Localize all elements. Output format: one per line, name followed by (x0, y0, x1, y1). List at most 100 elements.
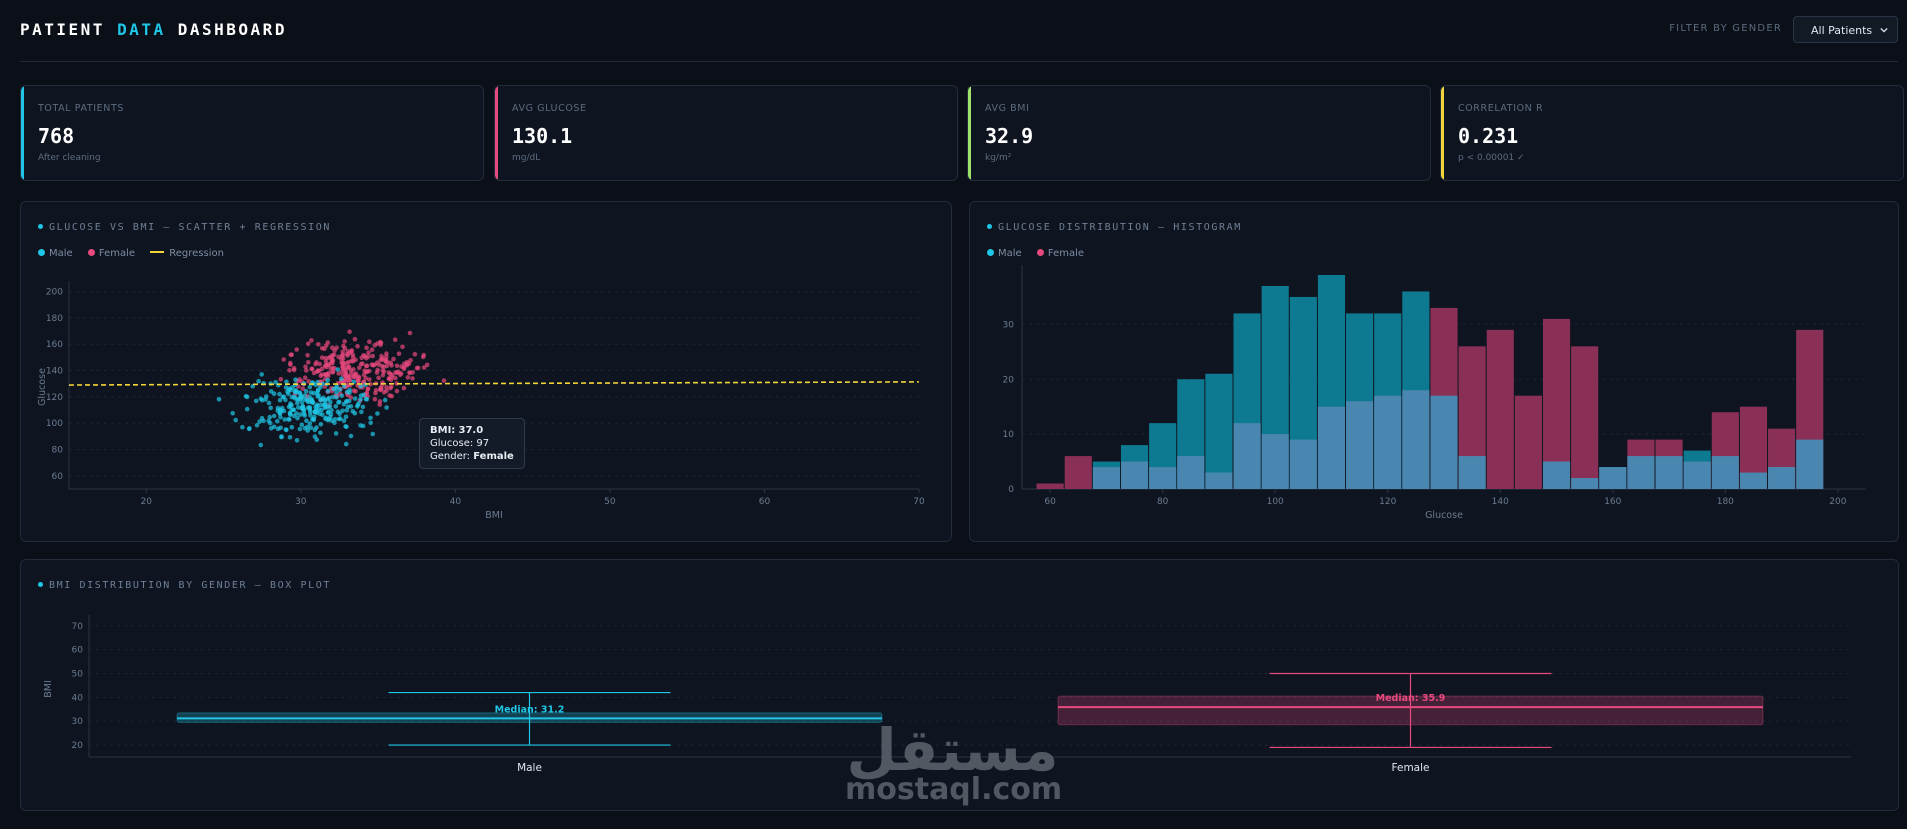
scatter-point-female (358, 361, 364, 367)
scatter-point-male (284, 379, 289, 385)
scatter-point-male (267, 420, 273, 426)
scatter-point-male (370, 431, 376, 437)
scatter-point-female (300, 386, 306, 391)
scatter-point-male (295, 415, 300, 421)
scatter-point-male (279, 434, 284, 440)
scatter-point-male (259, 397, 265, 403)
hist-bar-overlap (1374, 395, 1402, 489)
scatter-point-male (273, 380, 278, 385)
legend-item-male[interactable]: Male (987, 248, 1022, 259)
scatter-point-male (323, 405, 328, 410)
scatter-point-male (294, 411, 299, 416)
legend-item-male[interactable]: Male (38, 248, 73, 259)
y-tick-label: 10 (1003, 430, 1015, 440)
scatter-point-female (317, 361, 323, 367)
scatter-point-female (351, 388, 357, 393)
scatter-point-male (352, 411, 358, 416)
scatter-point-male (330, 394, 336, 400)
hist-bar-overlap (1261, 434, 1289, 489)
scatter-point-male (294, 389, 299, 394)
scatter-point-male (325, 388, 331, 394)
scatter-point-male (344, 407, 350, 413)
gender-filter-select[interactable]: All Patients (1793, 16, 1898, 43)
scatter-point-female (356, 378, 361, 383)
scatter-point-male (288, 387, 294, 393)
scatter-point-male (384, 405, 389, 410)
scatter-point-male (343, 424, 348, 429)
scatter-chart[interactable]: 60 80 100 120 140 160 180 200 20 30 40 50 60 70 BMI Glu… (21, 202, 953, 543)
legend-item-female[interactable]: Female (87, 248, 135, 259)
scatter-point-male (359, 409, 364, 415)
kpi-label: TOTAL PATIENTS (38, 103, 124, 114)
hist-bar-overlap (1430, 395, 1458, 489)
scatter-point-male (326, 395, 332, 401)
scatter-point-female (370, 353, 376, 359)
scatter-point-female (420, 354, 426, 360)
scatter-point-female (342, 339, 348, 344)
scatter-point-female (340, 352, 346, 357)
hist-bar-overlap (1599, 467, 1627, 489)
legend-item-female[interactable]: Female (1036, 248, 1084, 259)
boxplot-panel: BMI DISTRIBUTION BY GENDER — BOX PLOT 20… (20, 559, 1899, 811)
y-tick-label: 20 (1003, 375, 1015, 385)
scatter-point-female (398, 372, 403, 378)
scatter-point-male (339, 393, 345, 399)
scatter-point-male (339, 376, 344, 382)
kpi-accent-bar (21, 86, 24, 180)
scatter-point-male (328, 399, 333, 405)
y-axis-label: BMI (43, 680, 54, 698)
histogram-chart[interactable]: 0 10 20 30 60 80 100 120 140 160 180 200 Glucose (970, 202, 1900, 543)
scatter-point-male (355, 402, 361, 408)
hist-bar-overlap (1739, 472, 1768, 489)
scatter-point-male (331, 386, 337, 392)
scatter-point-female (325, 373, 331, 379)
scatter-point-female (316, 342, 321, 347)
kpi-accent-bar (968, 86, 971, 180)
scatter-point-female (319, 372, 325, 377)
scatter-point-female (367, 377, 372, 382)
watermark-latin: mostaql.com (845, 772, 1063, 807)
y-tick-label: 160 (46, 340, 63, 350)
scatter-point-female (401, 385, 407, 391)
x-tick-label: 40 (450, 497, 462, 507)
scatter-point-male (352, 396, 358, 401)
scatter-point-female (357, 365, 362, 371)
scatter-point-female (350, 352, 356, 357)
scatter-point-female (313, 362, 318, 367)
hist-bar-overlap (1346, 401, 1374, 489)
scatter-point-male (375, 411, 380, 416)
scatter-point-male (277, 397, 283, 403)
scatter-point-male (309, 398, 315, 404)
x-tick-label: 100 (1267, 497, 1284, 507)
scatter-point-male (268, 405, 273, 411)
kpi-subtext: p < 0.00001 ✓ (1458, 153, 1525, 163)
scatter-point-male (296, 405, 301, 410)
scatter-point-female (330, 353, 335, 358)
scatter-point-male (341, 383, 347, 389)
scatter-point-female (421, 365, 427, 370)
hist-bar-female (1486, 329, 1514, 489)
y-axis-label: Glucose (37, 368, 48, 406)
scatter-point-female (319, 366, 325, 371)
scatter-point-female (330, 370, 335, 375)
scatter-point-female (386, 370, 392, 375)
scatter-point-female (401, 366, 407, 372)
x-tick-label: 80 (1157, 497, 1169, 507)
scatter-point-male (382, 397, 388, 403)
title-dot-icon (38, 223, 43, 229)
x-tick-label: Male (517, 762, 542, 774)
scatter-point-male (360, 404, 366, 410)
scatter-point-female (381, 389, 387, 395)
scatter-point-female (378, 387, 384, 392)
scatter-point-male (275, 405, 281, 411)
scatter-point-female (346, 359, 352, 365)
x-tick-label: 140 (1492, 497, 1509, 507)
scatter-point-male (286, 417, 291, 422)
legend-item-regression[interactable]: Regression (150, 248, 224, 259)
scatter-point-female (343, 368, 348, 373)
scatter-point-female (297, 377, 302, 382)
boxplot-chart[interactable]: 20 30 40 50 60 70 BMI Median: 31.2 Male Median: 3… (21, 560, 1900, 812)
scatter-point-male (343, 441, 349, 447)
scatter-point-male (343, 414, 349, 420)
box-median-label: Median: 35.9 (1376, 693, 1446, 704)
